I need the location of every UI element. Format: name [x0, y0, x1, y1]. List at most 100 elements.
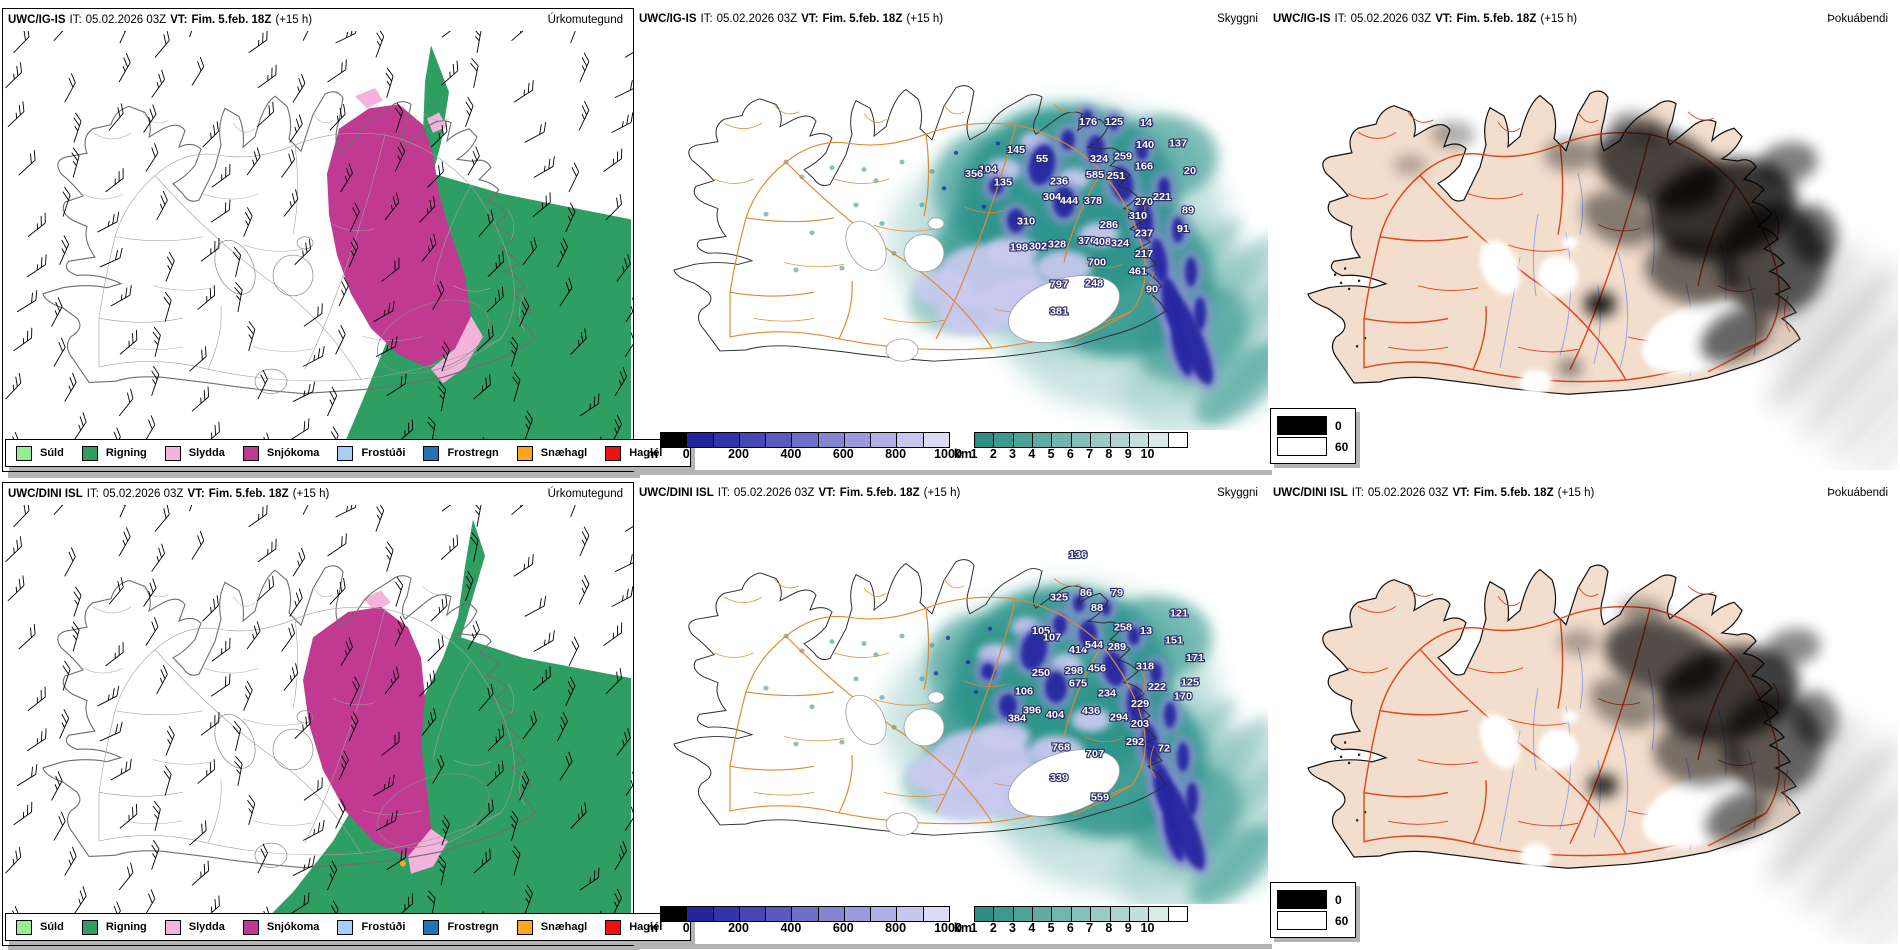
cloudbase-tick: 1000: [934, 447, 962, 461]
visibility-tick: 2: [989, 921, 997, 935]
fog-legend-value: 60: [1335, 913, 1349, 928]
cloudbase-labels: m 0 200 400 600 800 1000: [647, 447, 962, 463]
station-value: 203: [1131, 719, 1149, 731]
station-value: 328: [1048, 239, 1066, 251]
station-value: 140: [1136, 139, 1154, 151]
visibility-tick: 5: [1047, 921, 1055, 935]
station-value: 456: [1088, 663, 1106, 675]
station-value: 237: [1135, 228, 1153, 240]
product-label: Þokuábendi: [1827, 487, 1888, 499]
station-value: 324: [1090, 153, 1108, 165]
station-value: 318: [1136, 661, 1154, 673]
legend-swatch: [16, 445, 32, 461]
cloudbase-tick: 1000: [934, 921, 962, 935]
it-label: IT:: [717, 487, 730, 499]
station-value: 339: [1050, 773, 1068, 785]
panel-shadow: [640, 944, 1272, 949]
legend-swatch: [337, 919, 354, 935]
station-value: 171: [1186, 653, 1204, 665]
legend-item-súld: Súld: [16, 445, 64, 461]
station-value: 107: [1043, 632, 1061, 644]
panel-preciptype-dini: UWC/DINI ISL IT: 05.02.2026 03Z VT: Fim. 5.f…: [2, 482, 692, 946]
legend-label: Frostúði: [361, 447, 406, 459]
station-value: 55: [1036, 153, 1048, 165]
station-value: 304: [1043, 192, 1061, 204]
station-value: 292: [1126, 736, 1144, 748]
panel-fog-dini: UWC/DINI ISL IT: 05.02.2026 03Z VT: Fim. 5.f…: [1268, 482, 1898, 944]
station-value: 700: [1088, 257, 1106, 269]
cloudbase-bar: [660, 906, 950, 922]
lead-time: (+15 h): [923, 487, 961, 499]
station-value: 234: [1098, 688, 1116, 700]
legend-swatch: [164, 919, 181, 935]
station-value: 121: [1170, 608, 1188, 620]
product-label: Skyggni: [1217, 13, 1258, 25]
visibility-labels: km 1 2 3 4 5 6 7 8 9 10: [954, 921, 1186, 937]
station-value: 229: [1131, 698, 1149, 710]
vt-value: Fim. 5.feb. 18Z: [208, 488, 289, 500]
legend-swatch: [81, 445, 98, 461]
visibility-tick: 3: [1009, 921, 1016, 935]
legend-item-frostúði: Frostúði: [337, 919, 405, 935]
station-value: 461: [1129, 266, 1147, 278]
station-value: 125: [1105, 116, 1123, 128]
station-value: 251: [1107, 170, 1125, 182]
legend-label: Haglél: [629, 921, 663, 933]
vt-label: VT:: [801, 13, 819, 25]
map-fog-dini: [1268, 504, 1898, 944]
station-value: 236: [1050, 176, 1068, 188]
station-value: 135: [994, 177, 1012, 189]
station-value: 250: [1032, 667, 1050, 679]
visibility-tick: 3: [1009, 447, 1016, 461]
visibility-tick: 10: [1140, 921, 1155, 935]
station-value: 797: [1050, 279, 1068, 291]
cloudbase-tick: 600: [832, 921, 854, 935]
station-value: 198: [1010, 242, 1028, 254]
coastline: [42, 565, 536, 869]
vt-label: VT:: [170, 14, 188, 26]
visibility-tick: 6: [1066, 447, 1074, 461]
lead-time: (+15 h): [1540, 13, 1578, 25]
station-value: 72: [1158, 743, 1170, 755]
legend-label: Slydda: [188, 921, 225, 933]
station-value: 91: [1177, 223, 1189, 235]
coastline: [42, 91, 536, 395]
fog-field: [1393, 112, 1898, 470]
model-name: UWC/DINI ISL: [8, 488, 83, 500]
cloudbase-unit: m: [646, 447, 658, 461]
map-preciptype-igis: Súld Rigning Slydda Snjókoma Frostúði Frostre…: [3, 31, 692, 471]
panel-header: UWC/DINI ISL IT: 05.02.2026 03Z VT: Fim. 5.f…: [634, 482, 1268, 504]
station-value: 176: [1079, 116, 1097, 128]
legend-item-snæhagl: Snæhagl: [516, 919, 587, 935]
it-label: IT:: [69, 14, 82, 26]
lead-time: (+15 h): [292, 488, 330, 500]
cloudbase-tick: 600: [832, 447, 854, 461]
lead-time: (+15 h): [275, 14, 313, 26]
legend-label: Rigning: [105, 921, 147, 933]
station-value: 136: [1069, 549, 1087, 561]
fog-legend-value: 60: [1335, 439, 1349, 454]
visibility-bar: [974, 906, 1188, 922]
coast-skerries: [1334, 741, 1367, 822]
visibility-tick: 6: [1066, 921, 1074, 935]
vt-value: Fim. 5.feb. 18Z: [839, 487, 920, 499]
station-value: 707: [1086, 748, 1104, 760]
it-value: 05.02.2026 03Z: [102, 488, 184, 500]
station-value: 286: [1100, 219, 1118, 231]
station-value: 289: [1108, 641, 1126, 653]
legend-swatch: [605, 445, 622, 461]
vt-value: Fim. 5.feb. 18Z: [191, 14, 272, 26]
legend-swatch: [516, 445, 533, 461]
station-value: 376: [1078, 235, 1096, 247]
station-value: 559: [1091, 792, 1109, 804]
visibility-tick: 9: [1124, 921, 1132, 935]
legend-item-snjókoma: Snjókoma: [242, 919, 319, 935]
it-value: 05.02.2026 03Z: [1367, 487, 1449, 499]
cloudbase-tick: 400: [780, 921, 802, 935]
station-value: 302: [1029, 241, 1047, 253]
vt-value: Fim. 5.feb. 18Z: [822, 13, 903, 25]
panel-fog-igis: UWC/IG-IS IT: 05.02.2026 03Z VT: Fim. 5.feb.…: [1268, 8, 1898, 470]
station-value: 381: [1050, 306, 1068, 318]
station-value: 258: [1114, 622, 1132, 634]
